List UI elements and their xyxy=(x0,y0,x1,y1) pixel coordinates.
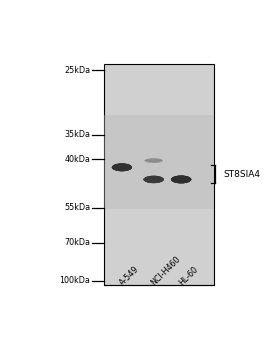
Ellipse shape xyxy=(145,158,163,163)
Text: 55kDa: 55kDa xyxy=(64,203,90,212)
Ellipse shape xyxy=(144,178,164,181)
Ellipse shape xyxy=(144,178,164,181)
Bar xyxy=(104,64,214,285)
Ellipse shape xyxy=(145,158,163,163)
Text: 70kDa: 70kDa xyxy=(64,238,90,247)
Ellipse shape xyxy=(144,176,164,183)
Ellipse shape xyxy=(145,159,163,163)
Ellipse shape xyxy=(112,165,132,170)
Text: 25kDa: 25kDa xyxy=(64,66,90,75)
Ellipse shape xyxy=(145,160,163,162)
Text: NCI-H460: NCI-H460 xyxy=(149,255,182,288)
Ellipse shape xyxy=(144,178,164,180)
Ellipse shape xyxy=(112,164,132,171)
Text: ST8SIA4: ST8SIA4 xyxy=(224,169,260,178)
Ellipse shape xyxy=(171,177,191,182)
Ellipse shape xyxy=(112,166,132,168)
Ellipse shape xyxy=(112,166,132,169)
Bar xyxy=(104,115,214,209)
Ellipse shape xyxy=(171,176,191,182)
Ellipse shape xyxy=(171,178,191,180)
Ellipse shape xyxy=(145,159,163,162)
Ellipse shape xyxy=(171,176,191,183)
Ellipse shape xyxy=(112,164,132,171)
Ellipse shape xyxy=(144,176,164,183)
Ellipse shape xyxy=(145,159,163,162)
Ellipse shape xyxy=(171,175,191,183)
Ellipse shape xyxy=(145,160,163,161)
Text: 100kDa: 100kDa xyxy=(59,276,90,285)
Ellipse shape xyxy=(171,177,191,182)
Ellipse shape xyxy=(144,176,164,183)
Ellipse shape xyxy=(112,163,132,172)
Ellipse shape xyxy=(112,166,132,169)
Ellipse shape xyxy=(145,160,163,162)
Ellipse shape xyxy=(145,159,163,162)
Ellipse shape xyxy=(171,175,191,183)
Ellipse shape xyxy=(145,158,163,163)
Ellipse shape xyxy=(112,163,132,171)
Ellipse shape xyxy=(144,177,164,182)
Ellipse shape xyxy=(144,176,164,183)
Ellipse shape xyxy=(112,166,132,168)
Ellipse shape xyxy=(171,177,191,181)
Ellipse shape xyxy=(144,176,164,183)
Ellipse shape xyxy=(144,178,164,181)
Ellipse shape xyxy=(112,166,132,169)
Ellipse shape xyxy=(171,175,191,183)
Ellipse shape xyxy=(112,163,132,171)
Ellipse shape xyxy=(144,177,164,182)
Ellipse shape xyxy=(144,177,164,182)
Ellipse shape xyxy=(145,159,163,162)
Ellipse shape xyxy=(145,159,163,163)
Ellipse shape xyxy=(145,160,163,161)
Ellipse shape xyxy=(171,176,191,182)
Ellipse shape xyxy=(171,178,191,181)
Ellipse shape xyxy=(144,178,164,181)
Ellipse shape xyxy=(112,164,132,170)
Ellipse shape xyxy=(112,164,132,170)
Ellipse shape xyxy=(112,166,132,169)
Ellipse shape xyxy=(171,178,191,180)
Ellipse shape xyxy=(171,176,191,183)
Ellipse shape xyxy=(144,178,164,180)
Text: 35kDa: 35kDa xyxy=(64,131,90,140)
Ellipse shape xyxy=(171,178,191,181)
Text: HL-60: HL-60 xyxy=(177,265,200,288)
Ellipse shape xyxy=(144,177,164,182)
Ellipse shape xyxy=(112,165,132,170)
Text: A-549: A-549 xyxy=(118,265,141,288)
Ellipse shape xyxy=(171,177,191,181)
Text: 40kDa: 40kDa xyxy=(64,155,90,164)
